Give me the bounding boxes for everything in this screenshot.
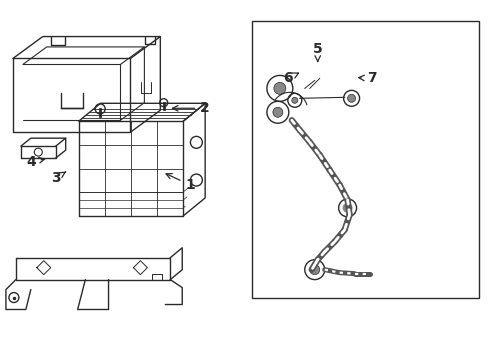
Circle shape (310, 265, 319, 275)
Circle shape (347, 94, 356, 102)
Text: 4: 4 (26, 155, 45, 169)
Circle shape (274, 82, 286, 94)
Text: 6: 6 (283, 71, 298, 85)
Text: 1: 1 (166, 174, 195, 192)
Text: 3: 3 (51, 171, 66, 185)
Circle shape (343, 203, 353, 213)
Bar (252, 21, 479, 298)
Text: 7: 7 (359, 71, 376, 85)
Text: 5: 5 (313, 41, 322, 62)
Circle shape (292, 97, 298, 103)
Text: 2: 2 (172, 101, 210, 115)
Circle shape (273, 107, 283, 117)
